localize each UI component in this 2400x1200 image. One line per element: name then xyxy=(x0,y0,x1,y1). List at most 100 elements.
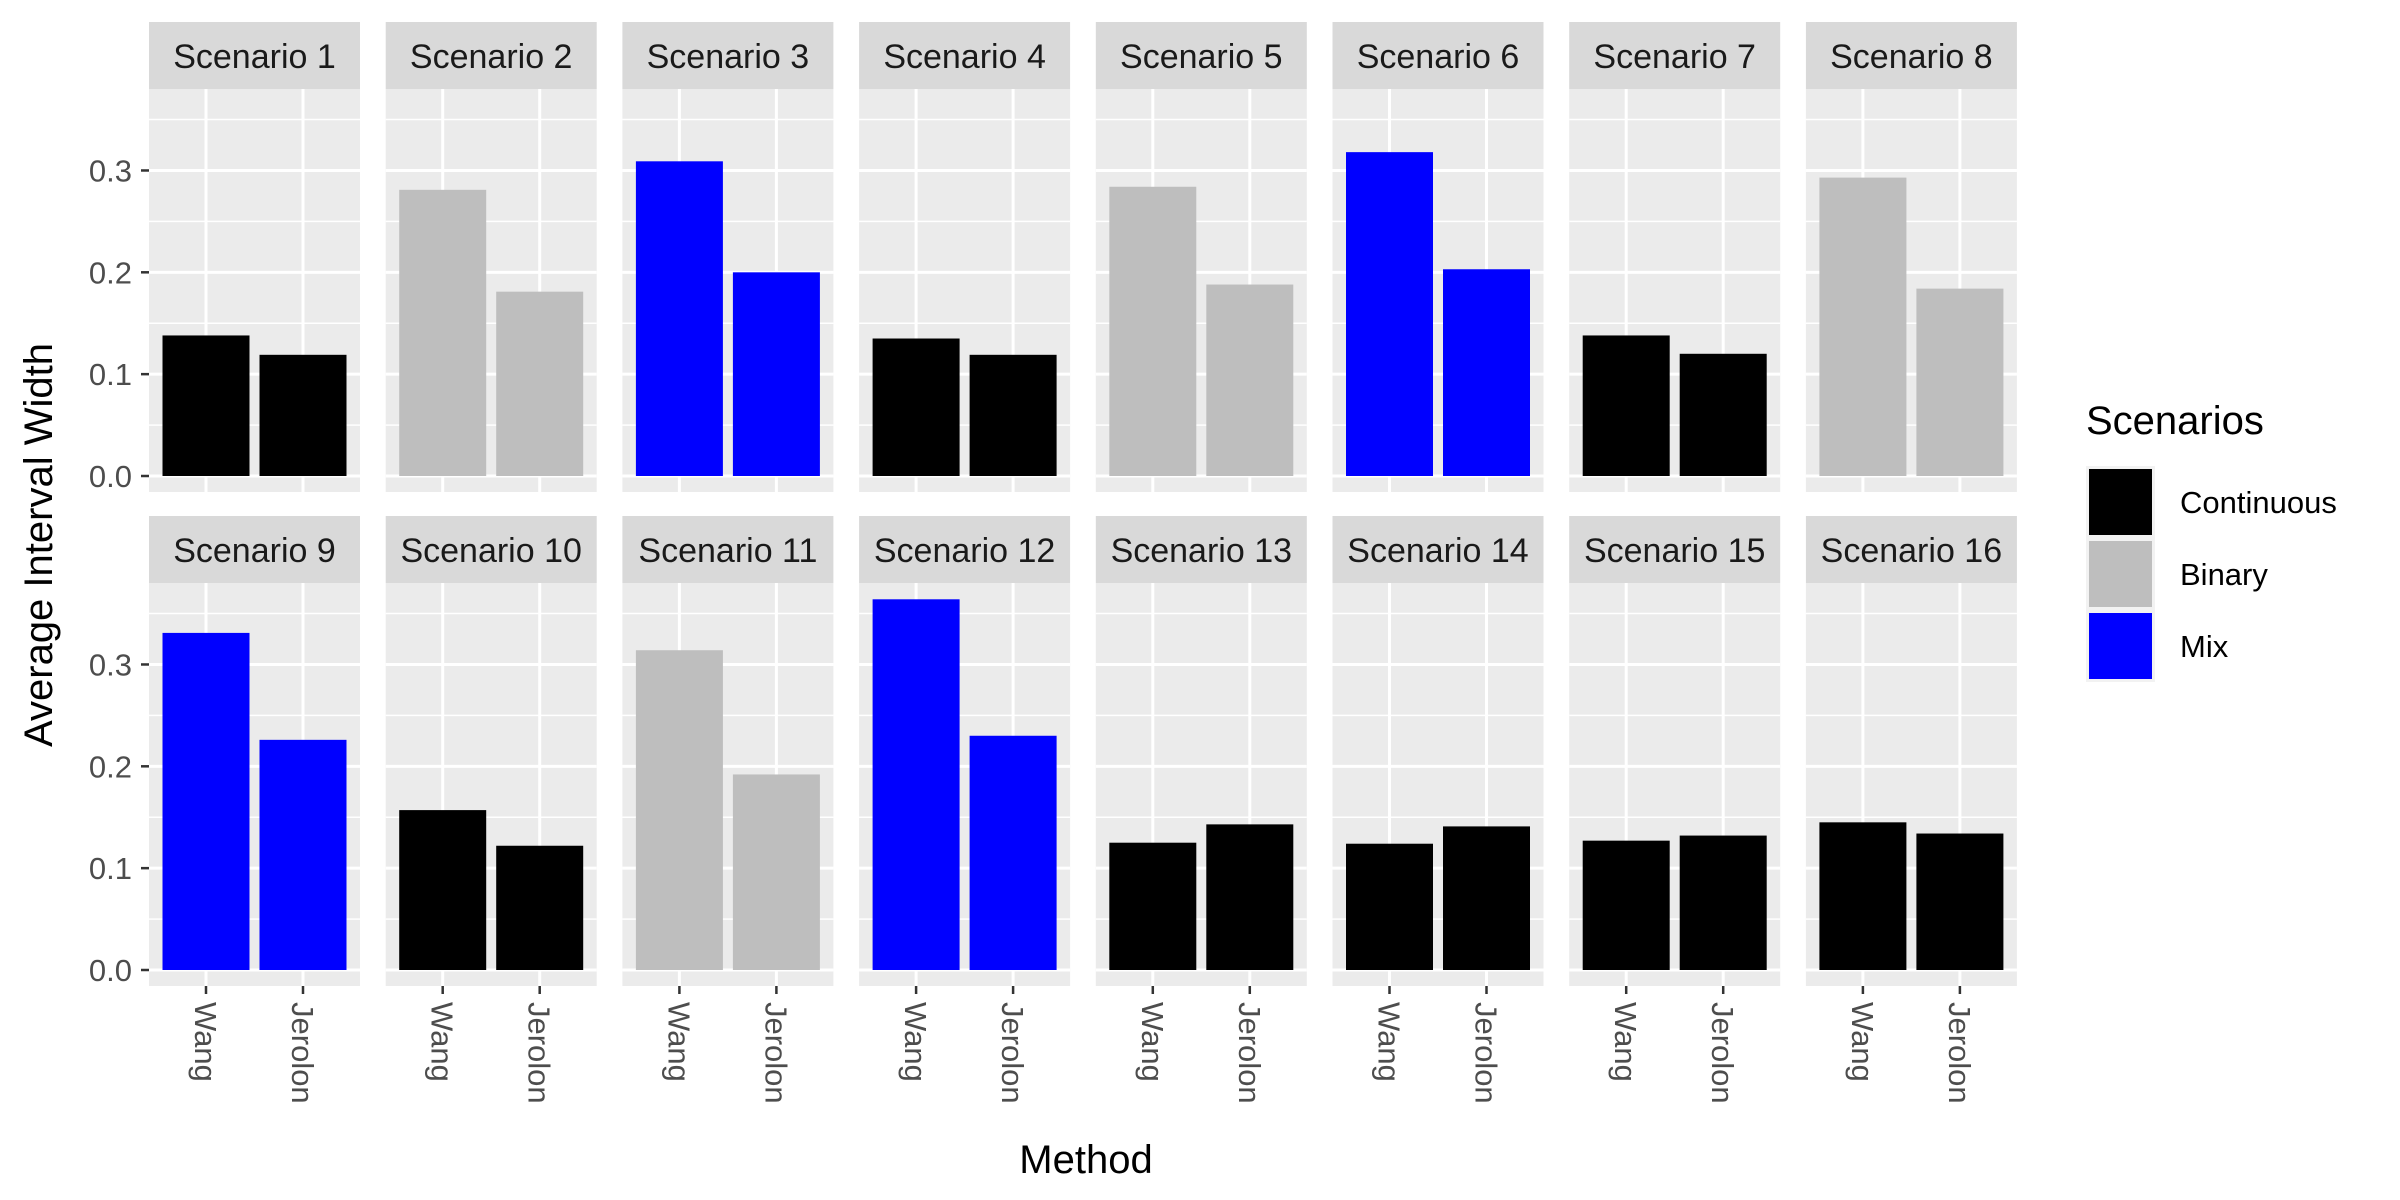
legend-label: Continuous xyxy=(2180,485,2337,520)
facet-title: Scenario 5 xyxy=(1120,38,1283,76)
facet-title: Scenario 7 xyxy=(1593,38,1756,76)
bar-wang xyxy=(872,599,960,970)
x-tick-label: Wang xyxy=(1372,1002,1407,1082)
facet-strip xyxy=(385,516,597,583)
facet-panel: Scenario 13 xyxy=(1095,516,1307,986)
y-tick-label: 0.2 xyxy=(89,255,132,290)
facet-title: Scenario 10 xyxy=(400,532,581,570)
facet-panel: Scenario 9 xyxy=(149,516,360,986)
bar-jerolon xyxy=(1679,835,1767,970)
x-tick-label: Jerolon xyxy=(995,1002,1030,1104)
bar-wang xyxy=(872,338,960,476)
x-tick-label: Jerolon xyxy=(758,1002,793,1104)
x-tick-label: Jerolon xyxy=(1469,1002,1504,1104)
x-tick-label: Jerolon xyxy=(1942,1002,1977,1104)
bar-wang xyxy=(1346,843,1433,970)
legend-label: Mix xyxy=(2180,629,2229,664)
facet-strip xyxy=(622,516,834,583)
facet-strip xyxy=(385,22,597,89)
facet-title: Scenario 4 xyxy=(883,38,1046,76)
facet-title: Scenario 14 xyxy=(1347,532,1528,570)
facet-strip xyxy=(1332,516,1544,583)
facet-title: Scenario 9 xyxy=(173,532,336,570)
facet-title: Scenario 1 xyxy=(173,38,336,76)
facet-panel: Scenario 15 xyxy=(1569,516,1781,986)
bar-wang xyxy=(399,810,487,970)
bar-jerolon xyxy=(1206,824,1294,970)
legend-label: Binary xyxy=(2180,557,2268,592)
bar-wang xyxy=(635,650,723,970)
y-tick-label: 0.2 xyxy=(89,749,132,784)
facet-panel: Scenario 2 xyxy=(385,22,597,492)
legend-swatch xyxy=(2089,613,2152,679)
x-tick-label: Wang xyxy=(1845,1002,1880,1082)
facet-strip xyxy=(859,22,1071,89)
bar-wang xyxy=(1346,152,1433,477)
x-tick-label: Jerolon xyxy=(285,1002,320,1104)
bar-jerolon xyxy=(1916,833,2004,970)
facet-panel: Scenario 7 xyxy=(1569,22,1781,492)
bar-jerolon xyxy=(259,354,347,476)
x-tick-label: Wang xyxy=(188,1002,223,1082)
y-tick-label: 0.0 xyxy=(89,459,132,494)
legend-swatch xyxy=(2089,469,2152,535)
facet-title: Scenario 13 xyxy=(1111,532,1292,570)
bar-jerolon xyxy=(496,291,584,476)
y-tick-label: 0.3 xyxy=(89,647,132,682)
bar-jerolon xyxy=(1443,269,1530,476)
facet-panel: Scenario 1 xyxy=(149,22,360,492)
y-tick-label: 0.0 xyxy=(89,953,132,988)
bar-wang xyxy=(162,632,250,970)
bar-jerolon xyxy=(496,845,584,970)
x-tick-label: Wang xyxy=(661,1002,696,1082)
facet-panel: Scenario 16 xyxy=(1805,516,2017,986)
y-tick-label: 0.3 xyxy=(89,153,132,188)
facet-title: Scenario 2 xyxy=(410,38,573,76)
chart-panels: Scenario 1 Scenario 2 Scenario 3 Scenario 4… xyxy=(149,22,2017,986)
facet-panel: Scenario 6 xyxy=(1332,22,1544,492)
bar-wang xyxy=(1819,822,1907,970)
facet-strip xyxy=(1569,22,1781,89)
facet-strip xyxy=(1095,22,1307,89)
x-axes: Wang Jerolon Wang Jerolon Wang Jerolon Wang Jer… xyxy=(188,986,1977,1104)
x-tick-label: Jerolon xyxy=(1232,1002,1267,1104)
facet-strip xyxy=(149,22,360,89)
facet-panel: Scenario 11 xyxy=(622,516,834,986)
legend-title: Scenarios xyxy=(2086,399,2264,443)
x-tick-label: Wang xyxy=(1608,1002,1643,1082)
legend: Scenarios Continuous Binary Mix xyxy=(2086,399,2337,682)
facet-panel: Scenario 10 xyxy=(385,516,597,986)
facet-panel: Scenario 4 xyxy=(859,22,1071,492)
bar-wang xyxy=(162,335,250,476)
facet-title: Scenario 3 xyxy=(647,38,810,76)
facet-title: Scenario 12 xyxy=(874,532,1055,570)
bar-jerolon xyxy=(969,735,1057,970)
facet-panel: Scenario 3 xyxy=(622,22,834,492)
x-tick-label: Wang xyxy=(898,1002,933,1082)
bar-wang xyxy=(635,161,723,476)
bar-jerolon xyxy=(969,354,1057,476)
bar-wang xyxy=(399,189,487,477)
bar-wang xyxy=(1109,842,1197,970)
bar-wang xyxy=(1582,335,1670,476)
facet-panel: Scenario 14 xyxy=(1332,516,1544,986)
facet-strip xyxy=(1569,516,1781,583)
bar-wang xyxy=(1582,840,1670,970)
x-tick-label: Jerolon xyxy=(1705,1002,1740,1104)
bar-wang xyxy=(1819,177,1907,476)
facet-panel: Scenario 12 xyxy=(859,516,1071,986)
y-tick-label: 0.1 xyxy=(89,851,132,886)
bar-jerolon xyxy=(732,272,820,476)
facet-strip xyxy=(859,516,1071,583)
facet-strip xyxy=(1095,516,1307,583)
x-axis-title: Method xyxy=(1019,1138,1152,1182)
bar-jerolon xyxy=(1443,826,1530,970)
facet-strip xyxy=(149,516,360,583)
facet-strip xyxy=(622,22,834,89)
facet-strip xyxy=(1805,516,2017,583)
x-tick-label: Jerolon xyxy=(522,1002,557,1104)
facet-title: Scenario 8 xyxy=(1830,38,1993,76)
y-axis-title: Average Interval Width xyxy=(17,343,61,747)
legend-items: Continuous Binary Mix xyxy=(2086,466,2337,682)
bar-wang xyxy=(1109,186,1197,476)
